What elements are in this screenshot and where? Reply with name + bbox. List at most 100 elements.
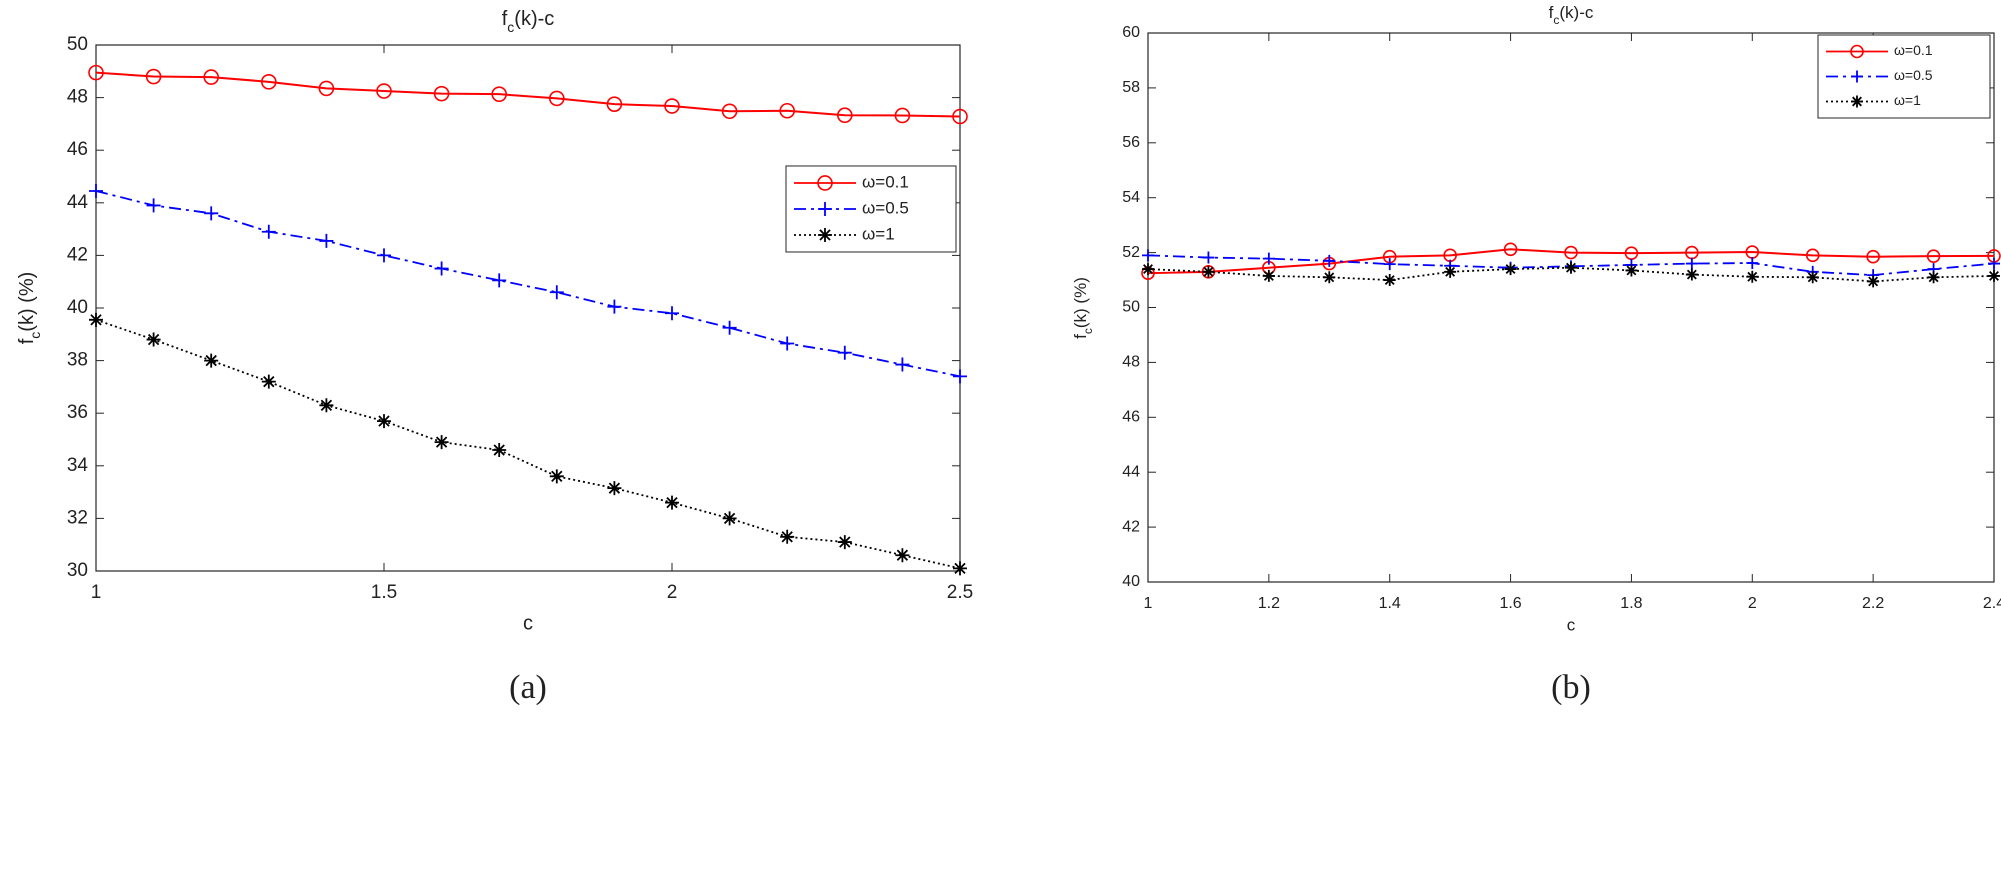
legend-label: ω=0.1 — [862, 172, 909, 191]
marker — [1685, 257, 1698, 270]
title-part: (k)-c — [514, 8, 554, 30]
marker — [319, 398, 334, 413]
legend-marker — [1851, 95, 1863, 108]
marker — [1202, 251, 1215, 264]
marker — [1383, 274, 1396, 287]
y-tick-label: 46 — [1122, 409, 1140, 426]
label-part: (k) (%) — [16, 272, 38, 332]
marker — [377, 248, 391, 263]
series-line — [95, 71, 961, 118]
y-tick-label: 32 — [67, 507, 88, 528]
marker — [1444, 265, 1457, 278]
marker — [779, 102, 796, 119]
marker — [434, 261, 449, 276]
x-tick-label: 1.6 — [1499, 595, 1521, 612]
x-tick-label: 1.4 — [1379, 595, 1401, 612]
marker — [664, 98, 680, 114]
marker — [1866, 249, 1880, 264]
marker — [204, 206, 219, 221]
marker — [261, 224, 276, 239]
y-tick-label: 44 — [67, 192, 89, 213]
legend-label: ω=1 — [1894, 92, 1921, 108]
caption: (a) — [509, 669, 547, 706]
title-part: f — [1549, 3, 1554, 22]
legend-marker — [1851, 70, 1863, 83]
marker — [837, 535, 852, 550]
x-tick-label: 2.5 — [947, 582, 973, 603]
x-axis-label: c — [523, 612, 533, 634]
title-part: (k)-c — [1559, 3, 1593, 22]
y-axis-label: fc(k) (%) — [1071, 277, 1095, 339]
series-line — [1147, 254, 1995, 277]
legend-marker — [818, 201, 832, 216]
marker — [721, 103, 738, 120]
marker — [1383, 258, 1396, 271]
marker — [145, 68, 162, 85]
y-tick-label: 42 — [67, 244, 88, 265]
marker — [894, 107, 911, 124]
legend-marker — [817, 175, 833, 191]
y-axis-label: fc(k) (%) — [16, 272, 42, 345]
marker — [1927, 271, 1940, 284]
y-tick-label: 38 — [67, 350, 88, 371]
marker — [548, 90, 565, 107]
x-tick-label: 2.2 — [1862, 595, 1884, 612]
chart-title: fc(k)-c — [502, 8, 555, 34]
legend: ω=0.1 ω=0.5 ω=1 — [1817, 34, 1991, 119]
x-tick-label: 1.8 — [1620, 595, 1642, 612]
marker — [492, 443, 507, 458]
y-tick-label: 34 — [67, 455, 89, 476]
y-tick-label: 50 — [1122, 299, 1140, 316]
marker — [146, 198, 161, 213]
marker — [433, 85, 450, 102]
series-line — [1147, 248, 1995, 275]
x-tick-label: 1 — [1144, 595, 1153, 612]
marker — [549, 469, 564, 484]
marker — [549, 285, 564, 300]
label-subscript: c — [27, 332, 43, 339]
marker — [1746, 270, 1759, 283]
marker — [1262, 252, 1275, 265]
x-tick-label: 1.5 — [371, 582, 397, 603]
marker — [952, 108, 968, 125]
marker — [1504, 263, 1517, 276]
caption: (b) — [1551, 669, 1591, 706]
marker — [1926, 249, 1941, 263]
marker — [89, 312, 103, 327]
label-part: f — [16, 338, 38, 344]
marker — [1323, 271, 1336, 284]
marker — [1867, 275, 1880, 288]
marker — [722, 511, 737, 526]
marker — [780, 529, 795, 544]
y-tick-label: 56 — [1122, 134, 1140, 151]
marker — [953, 369, 967, 384]
x-tick-label: 2 — [667, 582, 678, 603]
legend-box — [785, 165, 957, 253]
y-tick-label: 30 — [67, 560, 88, 581]
marker — [895, 357, 910, 372]
marker — [492, 273, 507, 288]
marker — [1565, 261, 1577, 274]
marker — [606, 96, 623, 112]
marker — [319, 233, 334, 248]
label-part: (k) (%) — [1071, 277, 1090, 328]
marker — [1685, 268, 1698, 281]
y-tick-label: 46 — [67, 139, 88, 160]
marker — [1202, 265, 1215, 278]
marker — [1806, 271, 1819, 284]
y-tick-label: 58 — [1122, 79, 1140, 96]
legend-marker — [1850, 44, 1864, 59]
y-tick-label: 42 — [1122, 518, 1140, 535]
legend: ω=0.1 ω=0.5 ω=1 — [785, 165, 957, 253]
marker — [146, 332, 161, 347]
legend-label: ω=0.5 — [1894, 67, 1933, 83]
series-line — [95, 318, 961, 570]
y-tick-label: 54 — [1122, 189, 1140, 206]
y-tick-label: 40 — [1122, 573, 1140, 590]
marker — [665, 495, 679, 510]
marker — [1805, 248, 1820, 263]
title-part: f — [502, 8, 508, 30]
marker — [89, 183, 103, 198]
marker — [1262, 269, 1275, 282]
